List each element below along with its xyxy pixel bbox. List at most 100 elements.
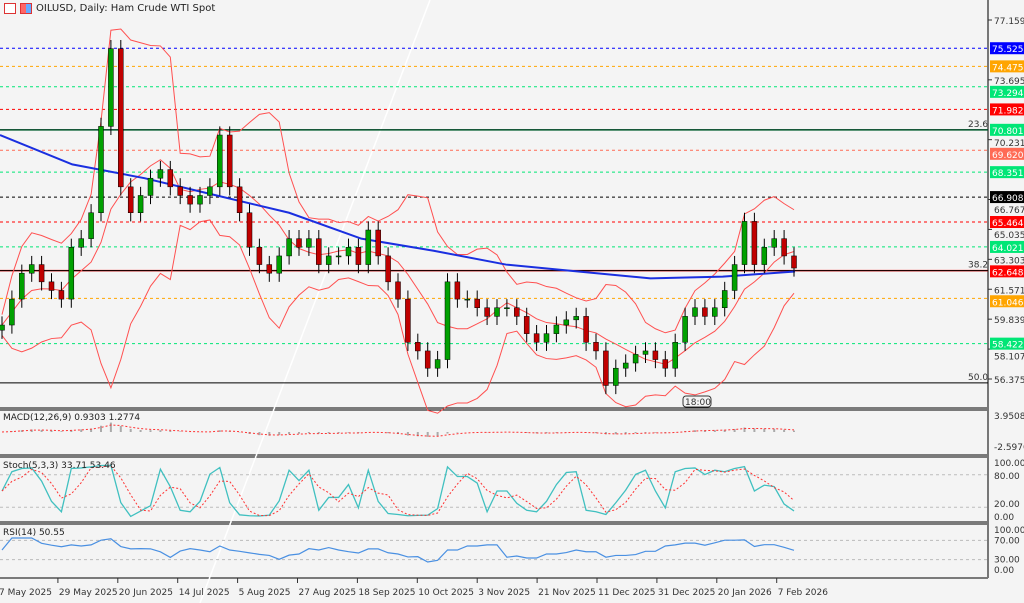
- candle: [395, 281, 401, 300]
- trendline: [199, 0, 431, 603]
- price-level-label: 66.908: [992, 194, 1024, 204]
- macd-signal-line: [1, 424, 795, 437]
- stoch-label: Stoch(5,3,3) 33.71 53.46: [3, 461, 116, 471]
- time-tick-label: 5 Aug 2025: [239, 588, 291, 598]
- candle: [434, 359, 441, 369]
- time-tick-label: 27 Aug 2025: [299, 588, 357, 598]
- macd-tick-label: 3.9508: [994, 412, 1024, 422]
- candle: [19, 272, 25, 300]
- candle: [603, 350, 609, 386]
- candle: [484, 307, 490, 317]
- candle: [325, 255, 332, 265]
- candle: [553, 324, 560, 334]
- rsi-tick-label: 70.00: [994, 536, 1020, 546]
- candle: [375, 229, 381, 257]
- time-marker: [682, 395, 712, 408]
- candle: [642, 350, 649, 355]
- price-level-label: 62.648: [992, 268, 1024, 278]
- candle: [157, 169, 164, 179]
- rsi-tick-label: 30.00: [994, 556, 1020, 566]
- candle: [276, 255, 282, 274]
- candle: [296, 238, 302, 248]
- price-level-badge: [990, 147, 1024, 160]
- candle: [286, 238, 292, 257]
- time-tick-label: 18 Sep 2025: [358, 588, 415, 598]
- stoch-tick-label: 80.00: [994, 472, 1020, 482]
- candle: [632, 354, 639, 364]
- candle: [682, 316, 688, 343]
- candle: [365, 229, 372, 265]
- candle: [662, 359, 669, 369]
- time-tick-label: 7 May 2025: [0, 588, 52, 598]
- time-marker-label: 18:00: [685, 398, 711, 408]
- price-tick-label: 61.571: [994, 286, 1024, 296]
- price-level-label: 64.021: [992, 244, 1024, 254]
- price-level-badge: [990, 240, 1024, 253]
- candle: [226, 134, 233, 188]
- list-icon[interactable]: [4, 3, 16, 14]
- rsi-tick-label: 0.00: [994, 566, 1014, 576]
- candle: [217, 134, 223, 188]
- price-tick-label: 56.375: [994, 376, 1024, 386]
- candle: [712, 307, 718, 317]
- candle: [167, 169, 174, 188]
- candle: [28, 264, 35, 274]
- price-tick-label: 59.839: [994, 316, 1024, 326]
- candle: [58, 290, 65, 300]
- candle: [98, 126, 104, 213]
- price-level-badge: [990, 60, 1024, 73]
- fibonacci-label: 38.2: [968, 261, 988, 271]
- candle: [306, 238, 312, 248]
- price-tick-label: 66.767: [994, 206, 1024, 216]
- price-level-badge: [990, 191, 1024, 204]
- price-level-badge: [990, 265, 1024, 278]
- time-tick-label: 10 Oct 2025: [418, 588, 474, 598]
- candle: [622, 362, 629, 369]
- price-tick-label: 70.231: [994, 139, 1024, 149]
- price-level-badge: [990, 123, 1024, 136]
- chart-title: OILUSD, Daily: Ham Crude WTI Spot: [36, 3, 216, 14]
- candle: [504, 307, 510, 309]
- rsi-line: [1, 537, 795, 563]
- candle: [533, 333, 540, 343]
- price-level-badge: [990, 295, 1024, 308]
- time-tick-label: 14 Jul 2025: [179, 588, 230, 598]
- macd-label: MACD(12,26,9) 0.9303 1.2774: [3, 413, 141, 423]
- price-level-label: 73.294: [992, 89, 1024, 99]
- candle: [454, 281, 461, 300]
- time-tick-label: 21 Nov 2025: [538, 588, 596, 598]
- candle: [405, 298, 411, 343]
- candle: [88, 212, 94, 239]
- macd-tick-label: -2.5976: [994, 443, 1024, 453]
- price-level-label: 71.982: [992, 106, 1024, 116]
- price-tick-label: 73.695: [994, 77, 1024, 87]
- candle: [731, 264, 738, 291]
- fibonacci-label: 23.6: [968, 120, 988, 130]
- candle: [316, 238, 322, 265]
- candle: [464, 298, 471, 301]
- candle: [147, 177, 154, 196]
- candle: [177, 186, 183, 196]
- price-level-badge: [990, 337, 1024, 350]
- time-tick-label: 7 Feb 2026: [778, 588, 829, 598]
- candle: [771, 238, 777, 248]
- chart-template-icon[interactable]: [20, 3, 32, 14]
- price-level-label: 61.046: [992, 298, 1024, 308]
- candle: [781, 238, 787, 257]
- candle: [444, 281, 451, 360]
- time-tick-label: 31 Dec 2025: [658, 588, 716, 598]
- price-level-badge: [990, 85, 1024, 98]
- candle: [0, 324, 5, 331]
- candle: [187, 195, 193, 205]
- price-level-label: 58.422: [992, 341, 1024, 351]
- candle: [424, 350, 431, 369]
- price-level-label: 65.464: [992, 219, 1024, 229]
- price-level-label: 75.525: [992, 45, 1024, 55]
- candle: [573, 316, 579, 321]
- candle: [593, 342, 599, 352]
- candle: [9, 298, 15, 326]
- candle: [494, 307, 500, 317]
- stoch-signal-line: [1, 465, 795, 517]
- price-level-badge: [990, 216, 1024, 229]
